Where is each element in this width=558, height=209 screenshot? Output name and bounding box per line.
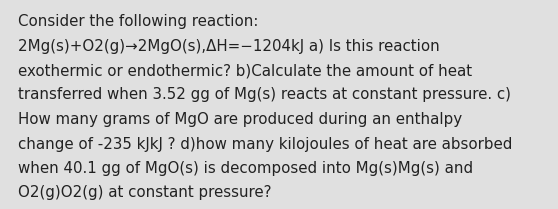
Text: transferred when 3.52 gg of Mg(s) reacts at constant pressure. c): transferred when 3.52 gg of Mg(s) reacts…: [18, 88, 511, 102]
Text: change of -235 kJkJ ? d)how many kilojoules of heat are absorbed: change of -235 kJkJ ? d)how many kilojou…: [18, 136, 512, 152]
Text: How many grams of MgO are produced during an enthalpy: How many grams of MgO are produced durin…: [18, 112, 462, 127]
Text: O2(g)O2(g) at constant pressure?: O2(g)O2(g) at constant pressure?: [18, 186, 272, 200]
Text: Consider the following reaction:: Consider the following reaction:: [18, 14, 258, 29]
Text: exothermic or endothermic? b)Calculate the amount of heat: exothermic or endothermic? b)Calculate t…: [18, 63, 472, 78]
Text: 2Mg(s)+O2(g)→2MgO(s),ΔH=−1204kJ a) Is this reaction: 2Mg(s)+O2(g)→2MgO(s),ΔH=−1204kJ a) Is th…: [18, 38, 440, 54]
Text: when 40.1 gg of MgO(s) is decomposed into Mg(s)Mg(s) and: when 40.1 gg of MgO(s) is decomposed int…: [18, 161, 473, 176]
